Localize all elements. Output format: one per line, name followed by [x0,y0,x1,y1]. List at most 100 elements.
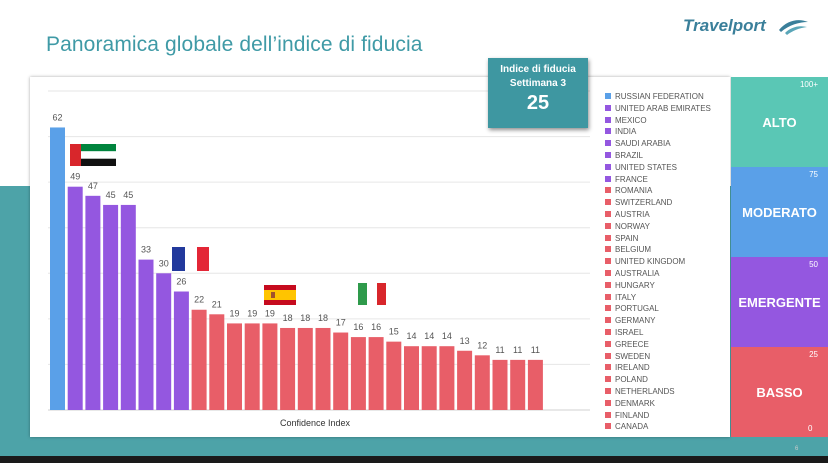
bar-spain [262,323,278,410]
legend-swatch [605,104,611,111]
legend-label: ITALY [615,292,637,302]
legend-label: NETHERLANDS [615,387,675,396]
legend-swatch [605,222,611,229]
legend-label: FINLAND [615,410,650,420]
legend-swatch [605,199,611,206]
scale-tick: 100+ [799,80,818,89]
bar-value-label: 62 [52,112,62,122]
legend-swatch [605,175,611,182]
bar-value-label: 14 [406,331,416,341]
legend-label: RUSSIAN FEDERATION [615,92,704,101]
legend-label: POLAND [615,375,648,385]
legend-label: GERMANY [615,316,656,326]
legend-label: PORTUGAL [615,304,659,314]
bar-australia [315,327,331,410]
legend-label: NORWAY [615,221,650,231]
legend-swatch [605,340,611,347]
legend-label: AUSTRIA [615,210,650,219]
france-flag-icon [172,247,209,271]
bar-value-label: 14 [424,331,434,341]
bar-france [173,291,189,410]
bar-value-label: 13 [460,336,470,346]
scale-band-label: ALTO [762,115,797,130]
bar-value-label: 33 [141,245,151,255]
legend-swatch [605,246,611,253]
bar-value-label: 18 [283,313,293,323]
bar-value-label: 22 [194,295,204,305]
legend-swatch [605,93,611,99]
legend-label: HUNGARY [615,280,655,290]
logo-text: Travelport [683,16,766,35]
bar-romania [191,309,207,410]
callout-week: Settimana 3 [509,78,567,89]
bar-austria [227,323,242,410]
legend-swatch [605,128,611,135]
legend-label: BELGIUM [615,245,652,255]
legend-label: DENMARK [615,398,656,408]
bar-sweden [439,346,455,410]
legend-swatch [605,376,611,383]
legend-swatch [605,388,611,394]
callout-title: Indice di fiducia [500,64,576,75]
bar-value-label: 30 [159,258,169,268]
bottom-border [0,456,828,463]
bar-value-label: 19 [265,308,275,318]
bar-switzerland [209,314,225,410]
scale-tick-zero: 0 [808,424,813,433]
legend-swatch [605,399,611,406]
legend-swatch [605,317,611,324]
legend-swatch [605,423,611,430]
bar-value-label: 47 [88,181,98,191]
scale-band-label: BASSO [756,385,803,400]
bar-value-label: 14 [442,331,452,341]
scale-band-emergente: EMERGENTE 50 [731,257,828,347]
legend-swatch [605,163,611,170]
confidence-index-callout: Indice di fiducia Settimana 3 25 [488,58,588,128]
legend-swatch [605,364,611,371]
legend-label: CANADA [615,422,649,432]
legend-swatch [605,352,611,359]
scale-band-moderato: MODERATO 75 [731,167,828,257]
uae-flag-icon [70,144,116,166]
bar-finland [527,359,543,410]
scale-band-label: EMERGENTE [738,295,821,310]
x-axis-label: Confidence Index [280,418,351,428]
bar-poland [474,355,490,410]
bar-united-kingdom [297,327,313,410]
chart-panel: 62 49 47 45 45 33 30 26 22 21 19 19 19 18 18 18 17 16 16 15… [30,77,730,437]
spain-flag-icon [264,285,296,305]
travelport-logo: Travelport [683,14,813,44]
bar-value-label: 49 [70,172,80,182]
legend-label: MEXICO [615,115,647,125]
bar-value-label: 11 [513,345,522,355]
page-number: 6 [795,446,799,452]
legend-label: FRANCE [615,174,648,184]
bar-india [103,204,119,410]
bar-value-label: 18 [318,313,328,323]
callout-value: 25 [526,92,550,114]
bar-value-label: 15 [389,327,399,337]
legend-label: UNITED ARAB EMIRATES [615,103,711,113]
legend-swatch [605,211,611,217]
bar-portugal [368,337,384,410]
legend-swatch [605,281,611,288]
legend-swatch [605,187,611,194]
legend-swatch [605,116,611,123]
legend-label: GREECE [615,339,649,349]
legend-label: INDIA [615,127,637,137]
scale-tick: 75 [809,170,818,179]
bar-israel [404,346,419,410]
bar-germany [386,341,402,410]
bar-norway [244,323,260,410]
bar-value-label: 45 [106,190,116,200]
legend-swatch [605,152,611,158]
legend-swatch [605,411,611,418]
scale-band-alto: ALTO 100+ [731,77,828,167]
bar-value-label: 19 [247,308,257,318]
bar-mexico [85,195,101,410]
bar-russian-federation [50,127,65,410]
legend-label: UNITED STATES [615,162,677,172]
bar-value-label: 11 [495,345,504,355]
scale-tick: 25 [809,350,818,359]
legend-label: AUSTRALIA [615,269,660,278]
